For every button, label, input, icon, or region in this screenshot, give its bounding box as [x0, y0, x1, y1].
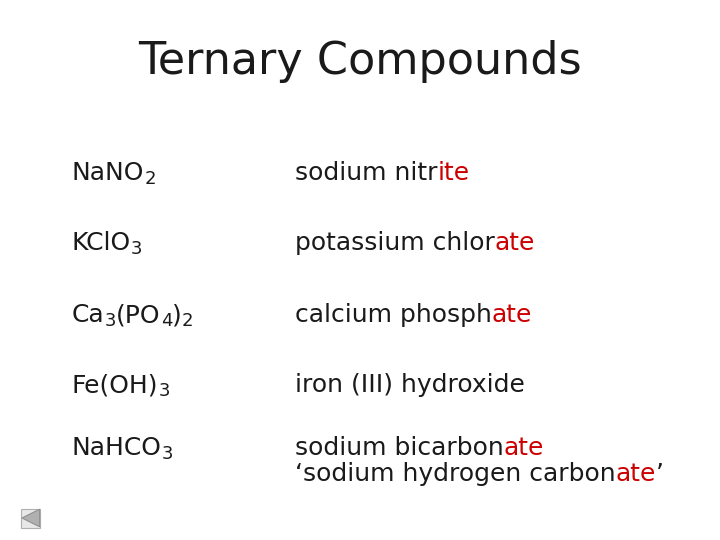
Text: NaHCO: NaHCO [72, 436, 162, 460]
Text: 3: 3 [158, 382, 170, 400]
Text: Fe(OH): Fe(OH) [72, 373, 158, 397]
Polygon shape [22, 509, 40, 527]
Text: ate: ate [616, 462, 656, 486]
Text: sodium bicarbon: sodium bicarbon [295, 436, 504, 460]
Text: 2: 2 [145, 170, 156, 188]
Text: ’: ’ [656, 462, 664, 486]
Text: iron (III) hydroxide: iron (III) hydroxide [295, 373, 525, 397]
Text: ate: ate [495, 231, 535, 255]
Text: calcium phosph: calcium phosph [295, 303, 492, 327]
Text: sodium nitr: sodium nitr [295, 161, 438, 185]
Text: ate: ate [504, 436, 544, 460]
Text: ate: ate [492, 303, 532, 327]
Text: 3: 3 [104, 312, 116, 330]
Text: Ca: Ca [72, 303, 104, 327]
Text: KClO: KClO [72, 231, 131, 255]
Text: 2: 2 [182, 312, 194, 330]
Text: ite: ite [438, 161, 469, 185]
Text: 3: 3 [162, 445, 174, 463]
Text: ‘sodium hydrogen carbon: ‘sodium hydrogen carbon [295, 462, 616, 486]
Text: potassium chlor: potassium chlor [295, 231, 495, 255]
Text: Ternary Compounds: Ternary Compounds [138, 40, 582, 83]
Text: (PO: (PO [116, 303, 161, 327]
Bar [21, 509, 40, 528]
Text: NaNO: NaNO [72, 161, 145, 185]
Text: ): ) [172, 303, 182, 327]
Text: 3: 3 [131, 240, 143, 258]
Text: 4: 4 [161, 312, 172, 330]
